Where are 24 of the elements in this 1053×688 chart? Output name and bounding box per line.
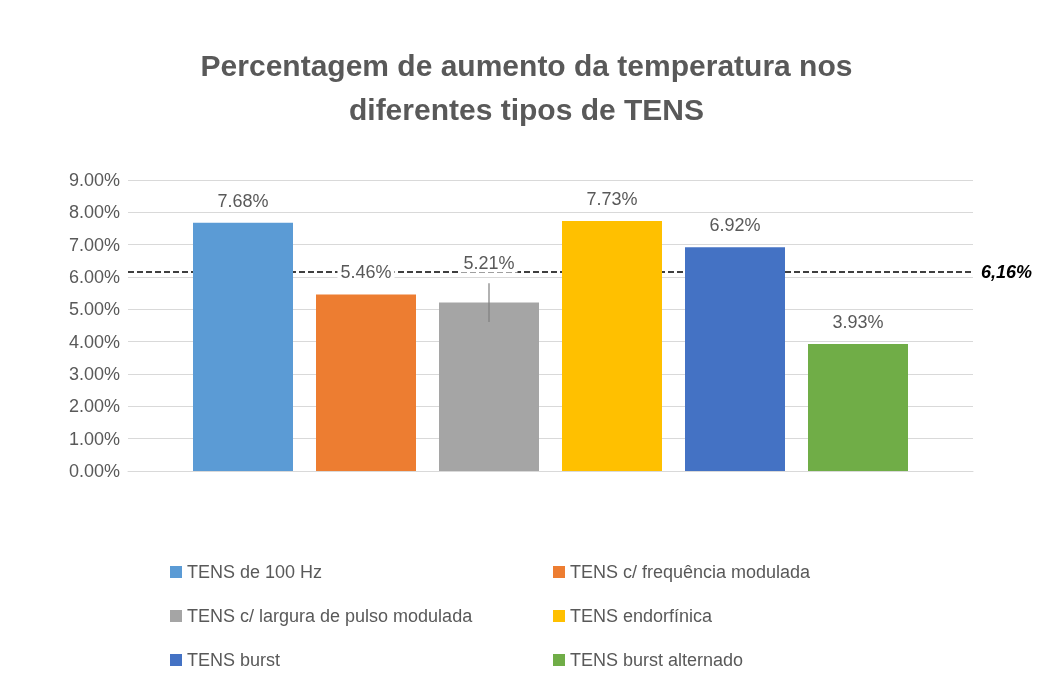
legend-label: TENS c/ largura de pulso modulada: [187, 606, 474, 626]
legend-label: TENS burst alternado: [570, 650, 744, 670]
y-tick-label: 5.00%: [68, 299, 120, 320]
y-tick-label: 3.00%: [68, 364, 120, 384]
y-tick-label: 1.00%: [68, 428, 120, 449]
data-label: 5.21%: [463, 252, 515, 273]
chart-title: Percentagem de aumento da temperatura nos diferentes tipos de TENS: [200, 48, 853, 126]
data-label: 7.68%: [217, 190, 269, 211]
legend-label: TENS endorfínica: [570, 606, 714, 626]
data-label: 6.92%: [709, 215, 761, 236]
y-tick-label: 0.00%: [68, 461, 120, 481]
data-label: 3.93%: [832, 311, 884, 332]
data-label: 7.73%: [586, 189, 638, 210]
legend-label: TENS burst: [187, 650, 281, 670]
y-tick-label: 2.00%: [68, 396, 120, 417]
y-tick-label: 4.00%: [68, 331, 120, 352]
y-tick-label: 8.00%: [68, 202, 120, 223]
legend-label: TENS c/ frequência modulada: [570, 562, 812, 582]
y-tick-label: 7.00%: [68, 234, 120, 255]
legend-label: TENS de 100 Hz: [187, 562, 323, 582]
data-label: 5.46%: [340, 262, 392, 283]
ref-line-label: 6,16%: [981, 261, 1033, 282]
y-tick-label: 9.00%: [68, 170, 120, 190]
y-tick-label: 6.00%: [68, 267, 120, 287]
